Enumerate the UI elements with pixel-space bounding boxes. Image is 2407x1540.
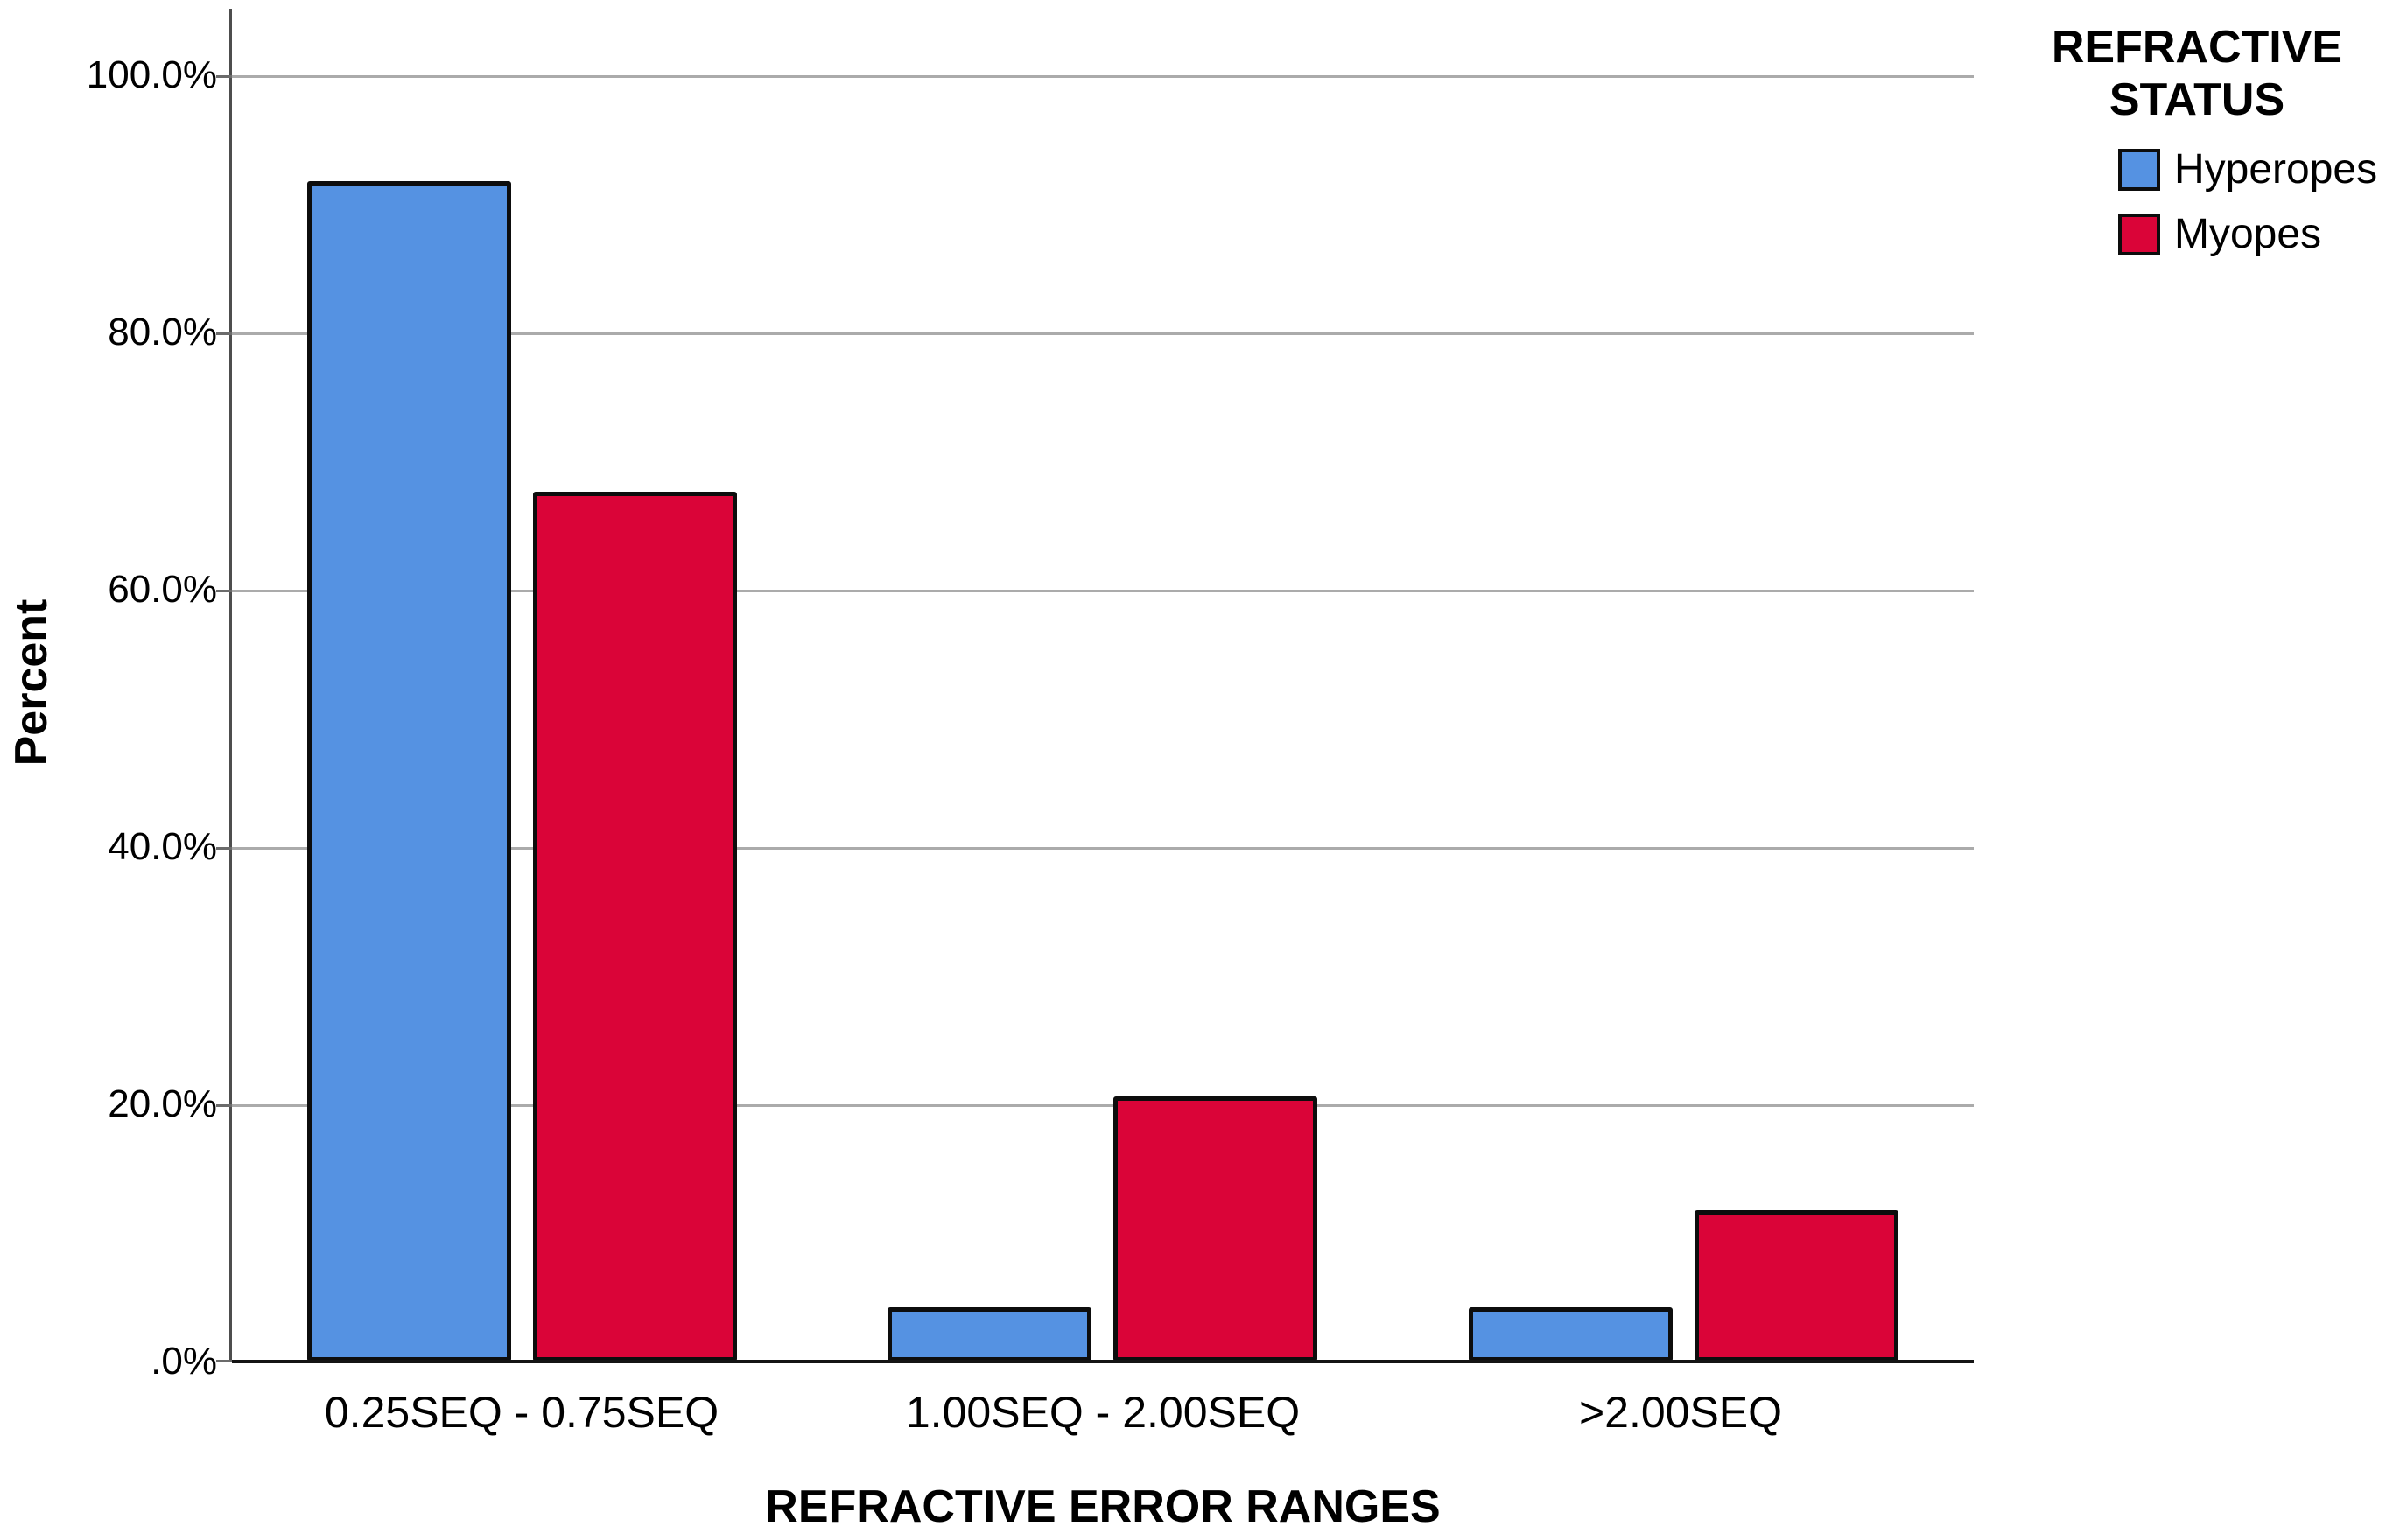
legend-title: REFRACTIVE STATUS — [1987, 21, 2407, 126]
y-tick-label-100: 100.0% — [86, 53, 217, 96]
y-axis-title: Percent — [6, 598, 57, 766]
myopes-swatch-icon — [2118, 214, 2160, 256]
legend: REFRACTIVE STATUS Hyperopes Myopes — [1987, 21, 2407, 276]
x-axis-line — [232, 1360, 1974, 1363]
bar-myopes-0.25-0.75seq — [533, 492, 738, 1362]
bar-hyperopes-gt2.00seq — [1468, 1307, 1673, 1362]
y-tick-label-20: 20.0% — [108, 1082, 217, 1125]
y-tickmark-40 — [216, 847, 232, 850]
bar-group-0.25-0.75seq — [307, 75, 738, 1362]
bar-group-gt2.00seq — [1468, 75, 1898, 1362]
y-tickmark-0 — [216, 1360, 232, 1362]
bar-hyperopes-1.00-2.00seq — [888, 1307, 1092, 1362]
gridline-20 — [232, 1104, 1974, 1107]
x-axis-title: REFRACTIVE ERROR RANGES — [765, 1481, 1441, 1532]
legend-entry-hyperopes: Hyperopes — [2118, 147, 2407, 192]
gridline-60 — [232, 590, 1974, 592]
hyperopes-swatch-icon — [2118, 149, 2160, 191]
y-tickmark-60 — [216, 590, 232, 592]
bar-hyperopes-0.25-0.75seq — [307, 180, 512, 1362]
y-tickmark-80 — [216, 332, 232, 335]
y-tick-label-60: 60.0% — [108, 568, 217, 611]
x-tick-label-1.00-2.00seq: 1.00SEQ - 2.00SEQ — [905, 1388, 1301, 1437]
legend-title-line1: REFRACTIVE — [2051, 22, 2343, 73]
x-tick-label-0.25-0.75seq: 0.25SEQ - 0.75SEQ — [324, 1388, 719, 1437]
bar-myopes-gt2.00seq — [1694, 1209, 1898, 1362]
y-tick-label-0: .0% — [151, 1340, 217, 1382]
y-tickmark-20 — [216, 1104, 232, 1107]
y-tickmark-100 — [216, 75, 232, 78]
legend-entry-myopes: Myopes — [2118, 212, 2407, 257]
legend-entries: Hyperopes Myopes — [1987, 147, 2407, 257]
legend-title-line2: STATUS — [2109, 74, 2285, 125]
gridline-100 — [232, 75, 1974, 78]
y-tick-label-40: 40.0% — [108, 825, 217, 868]
y-axis-line — [229, 9, 232, 1362]
x-tick-label-gt2.00seq: >2.00SEQ — [1578, 1388, 1783, 1437]
y-tick-label-80: 80.0% — [108, 311, 217, 354]
plot-area — [216, 75, 1974, 1363]
legend-label-hyperopes: Hyperopes — [2174, 146, 2378, 192]
bar-group-1.00-2.00seq — [888, 75, 1318, 1362]
gridline-40 — [232, 847, 1974, 850]
legend-label-myopes: Myopes — [2174, 211, 2322, 257]
gridline-80 — [232, 332, 1974, 335]
bar-myopes-1.00-2.00seq — [1113, 1096, 1318, 1362]
